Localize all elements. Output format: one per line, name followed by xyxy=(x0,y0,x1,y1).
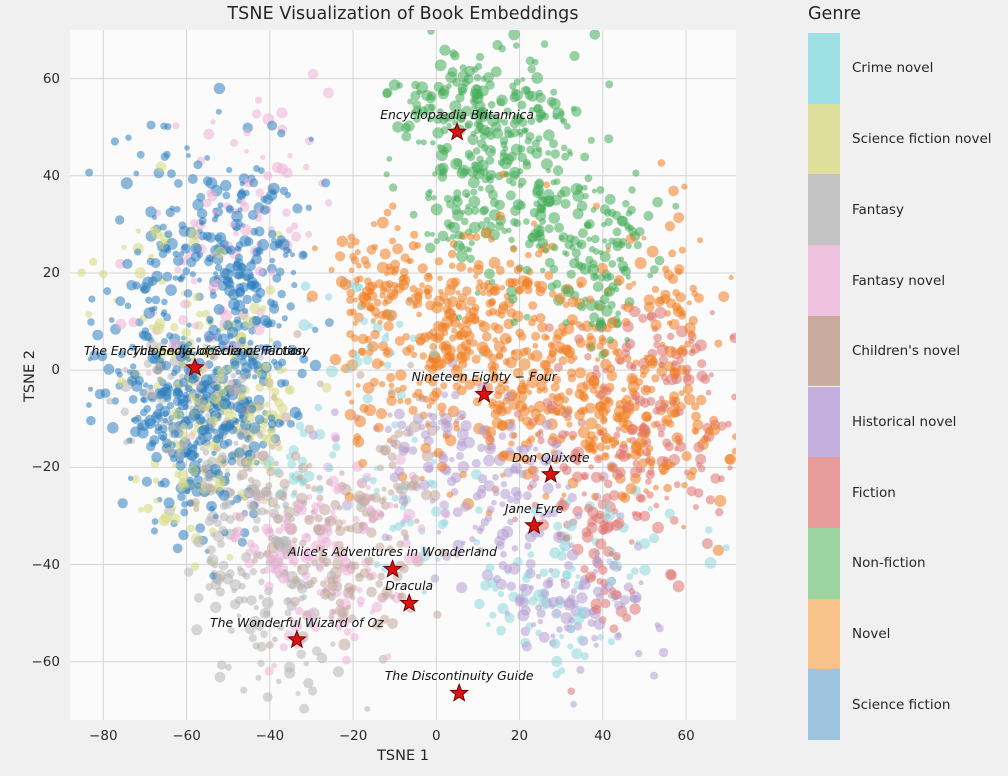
legend: Genre Crime novel Science fiction novel Fa… xyxy=(808,0,1008,776)
annotation-label: Dracula xyxy=(385,578,434,594)
legend-label: Fiction xyxy=(852,484,896,501)
annotation-label: Jane Eyre xyxy=(504,500,564,516)
legend-label: Science fiction novel xyxy=(852,131,992,148)
scatter-points xyxy=(77,30,736,714)
annotation-label: Alice's Adventures in Wonderland xyxy=(288,544,498,560)
legend-swatch xyxy=(808,315,840,387)
legend-label: Non-fiction xyxy=(852,555,926,572)
legend-label: Novel xyxy=(852,626,891,642)
chart-title: TSNE Visualization of Book Embeddings xyxy=(227,4,579,24)
x-tick-label: −20 xyxy=(338,728,368,744)
legend-swatch xyxy=(808,245,840,316)
annotation-label: Nineteen Eighty − Four xyxy=(411,369,557,385)
legend-label: Science fiction xyxy=(852,696,951,713)
legend-title: Genre xyxy=(808,4,861,24)
y-tick-label: 20 xyxy=(42,265,60,281)
y-tick-label: 40 xyxy=(42,167,60,184)
y-tick-label: 0 xyxy=(51,362,60,379)
y-tick-label: −60 xyxy=(31,653,61,670)
annotation-label: The Discontinuity Guide xyxy=(384,668,534,684)
legend-label: Crime novel xyxy=(852,60,934,77)
x-tick-label: 20 xyxy=(510,728,529,744)
legend-swatch xyxy=(808,598,840,670)
annotation-label: The Wonderful Wizard of Oz xyxy=(210,614,384,630)
legend-label: Fantasy xyxy=(852,201,904,218)
plot-area xyxy=(70,30,736,720)
x-tick-label: 40 xyxy=(594,728,612,744)
legend-label: Historical novel xyxy=(852,413,957,430)
legend-swatch xyxy=(808,386,840,458)
legend-label: Children's novel xyxy=(852,343,961,360)
y-axis-label: TSNE 2 xyxy=(22,350,38,402)
legend-swatch xyxy=(808,174,840,246)
x-tick-label: −80 xyxy=(89,728,118,744)
x-tick-label: −40 xyxy=(255,728,285,744)
x-tick-label: −60 xyxy=(172,728,201,744)
legend-swatch xyxy=(808,103,840,175)
highlight-star-markers xyxy=(184,121,561,702)
y-tick-label: −40 xyxy=(31,556,61,573)
legend-swatch xyxy=(808,457,840,528)
x-axis-label: TSNE 1 xyxy=(377,748,429,764)
annotation-label: The Encyclopedia of Fantasy xyxy=(132,342,310,358)
x-tick-label: 60 xyxy=(677,728,695,744)
legend-swatch xyxy=(808,33,840,104)
legend-label: Fantasy novel xyxy=(852,272,946,289)
annotation-label: Encyclopædia Britannica xyxy=(380,107,534,122)
y-tick-label: 60 xyxy=(42,70,60,87)
y-tick-label: −20 xyxy=(31,459,61,476)
annotation-label: The Encyclopedia of Science Fiction xyxy=(83,342,306,358)
annotation-label: Don Quixote xyxy=(512,449,590,465)
legend-swatch xyxy=(808,669,840,740)
legend-swatch xyxy=(808,527,840,599)
x-tick-label: 0 xyxy=(432,728,441,744)
